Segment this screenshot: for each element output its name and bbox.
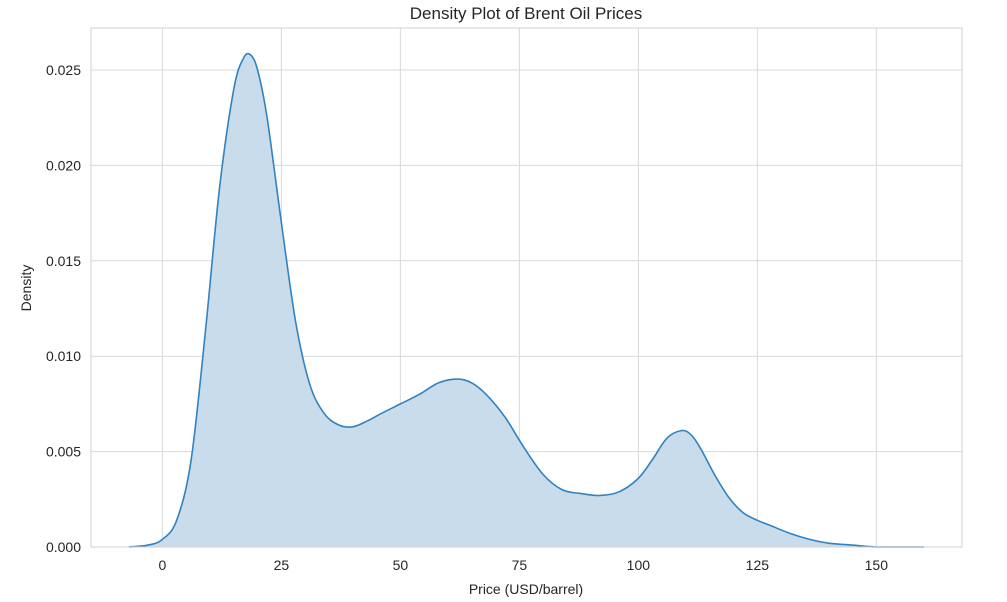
density-line [128,52,924,548]
x-tick-label: 150 [865,557,889,573]
y-tick-label: 0.015 [46,253,81,269]
density-fill [129,53,924,547]
y-tick-label: 0.010 [46,348,81,364]
density-area-layer [128,52,924,548]
y-tick-label: 0.005 [46,444,81,460]
y-tick-label: 0.000 [46,539,81,555]
chart-title: Density Plot of Brent Oil Prices [410,4,642,23]
y-axis-label: Density [18,265,34,312]
x-tick-label: 0 [158,557,166,573]
y-tick-label: 0.020 [46,157,81,173]
x-tick-label: 50 [393,557,409,573]
y-tick-label: 0.025 [46,62,81,78]
tick-labels: 0 25 50 75 100 125 150 0.000 0.005 0.010 0.015 0.02… [46,62,888,573]
plot-frame [90,27,963,548]
x-tick-label: 75 [512,557,528,573]
axes-frame [90,27,963,548]
x-tick-label: 100 [627,557,651,573]
x-axis-label: Price (USD/barrel) [469,581,583,597]
x-tick-label: 25 [274,557,290,573]
x-tick-label: 125 [746,557,770,573]
